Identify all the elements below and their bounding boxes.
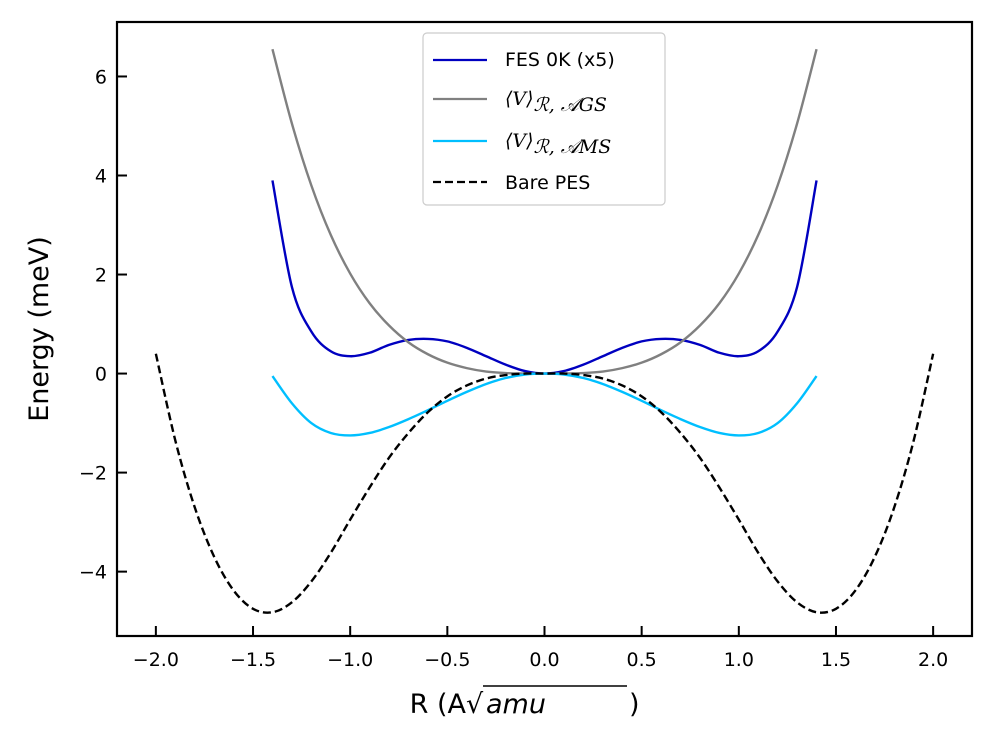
legend-label-bare-pes: Bare PES	[505, 172, 590, 194]
x-axis-title-sqrt-arg: amu	[486, 689, 546, 720]
y-tick-label: 4	[95, 166, 107, 188]
x-tick-label: 1.0	[724, 649, 754, 671]
series-line-bare-pes	[154, 353, 935, 614]
legend: FES 0K (x5) ⟨V⟩ℛ, 𝒜GS ⟨V⟩ℛ, 𝒜MS Bare PES	[422, 32, 666, 206]
x-axis-ticks: −2.0 −1.5 −1.0 −0.5 0.0 0.5 1.0 1.5 2.0	[133, 626, 948, 671]
y-tick-label: 0	[95, 364, 107, 386]
legend-label-v-gs-sub: ℛ, 𝒜GS	[534, 94, 607, 116]
x-axis-title: R (A √ amu )	[410, 685, 640, 720]
y-tick-label: 6	[95, 66, 107, 88]
y-axis-ticks: −4 −2 0 2 4 6	[79, 66, 127, 584]
x-tick-label: −1.5	[230, 649, 276, 671]
x-tick-label: 0.0	[529, 649, 559, 671]
y-axis-title: Energy (meV)	[24, 236, 55, 422]
x-tick-label: −1.0	[327, 649, 373, 671]
x-axis-title-sqrt-sign: √	[466, 689, 484, 720]
x-tick-label: −2.0	[133, 649, 179, 671]
y-tick-label: −4	[79, 562, 107, 584]
y-tick-label: 2	[95, 265, 107, 287]
legend-label-v-ms-main: ⟨V⟩	[505, 130, 534, 152]
x-axis-title-text: R (A	[410, 689, 467, 720]
legend-label-v-gs: ⟨V⟩ℛ, 𝒜GS	[505, 88, 607, 116]
legend-box	[422, 32, 666, 206]
series-line-v-ms	[271, 372, 818, 437]
legend-label-fes: FES 0K (x5)	[505, 49, 615, 71]
legend-label-v-gs-main: ⟨V⟩	[505, 88, 534, 110]
legend-label-v-ms-sub: ℛ, 𝒜MS	[534, 136, 612, 158]
series-layer	[154, 48, 935, 614]
x-tick-label: 2.0	[918, 649, 948, 671]
x-axis-title-close: )	[629, 689, 640, 720]
legend-label-v-ms: ⟨V⟩ℛ, 𝒜MS	[505, 130, 611, 158]
x-tick-label: −0.5	[424, 649, 470, 671]
x-tick-label: 1.5	[821, 649, 851, 671]
y-tick-label: −2	[79, 463, 107, 485]
x-tick-label: 0.5	[627, 649, 657, 671]
